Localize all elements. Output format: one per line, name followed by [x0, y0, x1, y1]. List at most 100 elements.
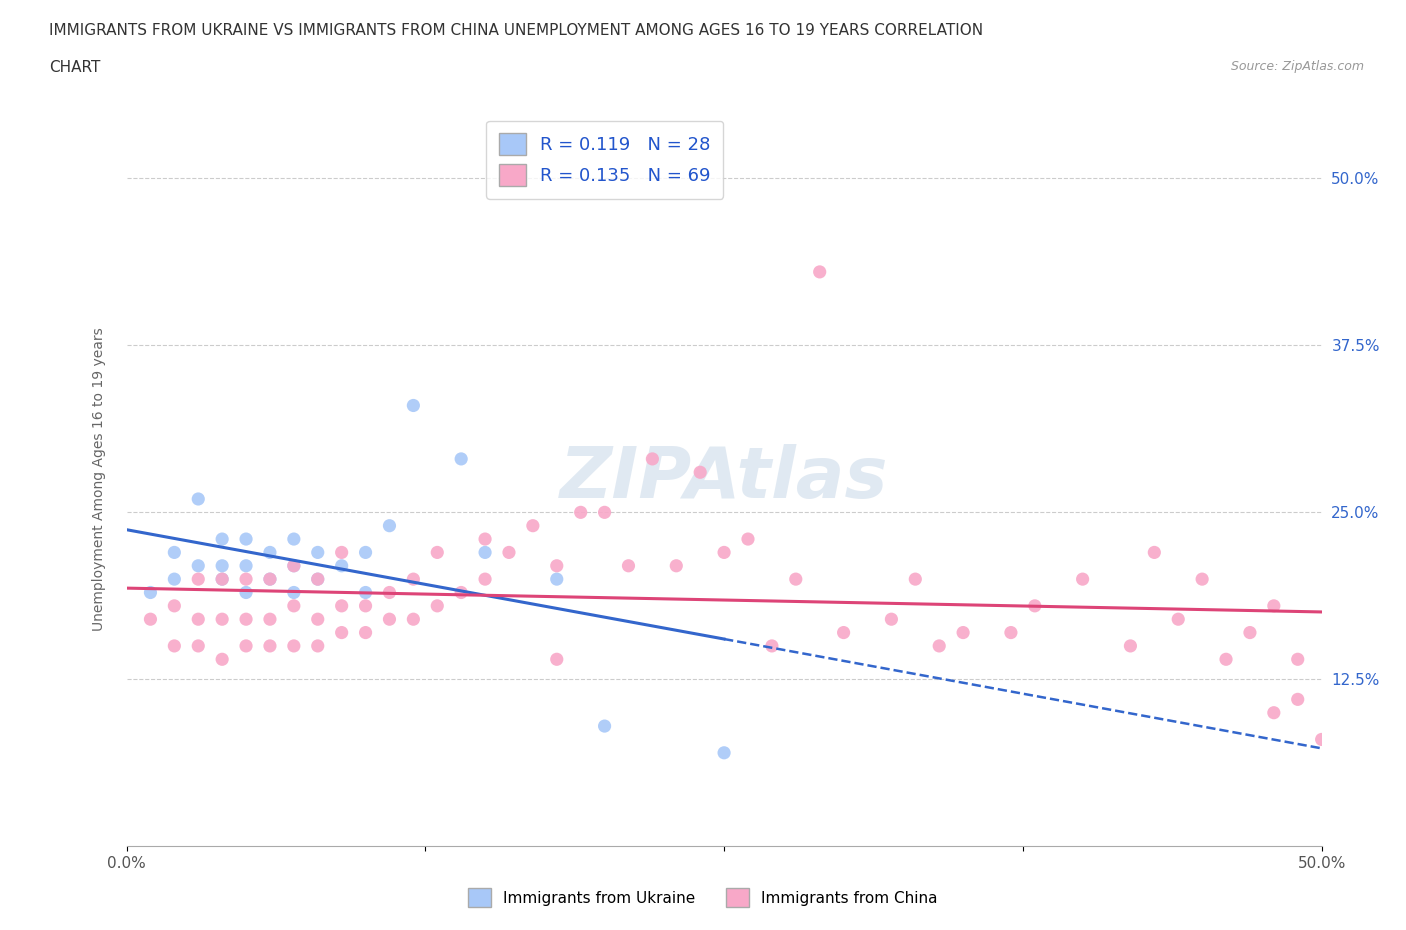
Point — [235, 612, 257, 627]
Point — [235, 558, 257, 573]
Point — [1239, 625, 1261, 640]
Point — [259, 572, 281, 587]
Y-axis label: Unemployment Among Ages 16 to 19 years: Unemployment Among Ages 16 to 19 years — [91, 327, 105, 631]
Point — [187, 639, 209, 654]
Point — [187, 558, 209, 573]
Point — [283, 585, 305, 600]
Point — [546, 572, 568, 587]
Point — [354, 625, 377, 640]
Point — [498, 545, 520, 560]
Legend: Immigrants from Ukraine, Immigrants from China: Immigrants from Ukraine, Immigrants from… — [463, 883, 943, 913]
Point — [211, 612, 233, 627]
Point — [1263, 598, 1285, 613]
Point — [378, 612, 401, 627]
Point — [259, 639, 281, 654]
Point — [665, 558, 688, 573]
Point — [761, 639, 783, 654]
Point — [354, 598, 377, 613]
Legend: R = 0.119   N = 28, R = 0.135   N = 69: R = 0.119 N = 28, R = 0.135 N = 69 — [486, 121, 723, 199]
Point — [330, 558, 353, 573]
Point — [402, 398, 425, 413]
Point — [163, 545, 186, 560]
Point — [163, 639, 186, 654]
Text: CHART: CHART — [49, 60, 101, 75]
Point — [187, 492, 209, 507]
Point — [808, 264, 831, 279]
Point — [378, 585, 401, 600]
Point — [139, 585, 162, 600]
Point — [785, 572, 807, 587]
Point — [139, 612, 162, 627]
Point — [474, 532, 496, 547]
Point — [1191, 572, 1213, 587]
Point — [522, 518, 544, 533]
Point — [617, 558, 640, 573]
Point — [163, 598, 186, 613]
Point — [259, 612, 281, 627]
Point — [307, 545, 329, 560]
Point — [211, 558, 233, 573]
Text: ZIPAtlas: ZIPAtlas — [560, 445, 889, 513]
Point — [1263, 705, 1285, 720]
Point — [259, 572, 281, 587]
Point — [283, 558, 305, 573]
Point — [211, 572, 233, 587]
Point — [283, 532, 305, 547]
Point — [928, 639, 950, 654]
Point — [187, 572, 209, 587]
Point — [307, 572, 329, 587]
Point — [235, 532, 257, 547]
Point — [235, 639, 257, 654]
Point — [402, 572, 425, 587]
Point — [187, 612, 209, 627]
Point — [1215, 652, 1237, 667]
Point — [1286, 652, 1309, 667]
Point — [1024, 598, 1046, 613]
Point — [307, 572, 329, 587]
Point — [1119, 639, 1142, 654]
Point — [354, 545, 377, 560]
Point — [283, 598, 305, 613]
Point — [307, 612, 329, 627]
Point — [1071, 572, 1094, 587]
Point — [952, 625, 974, 640]
Point — [450, 585, 472, 600]
Point — [1167, 612, 1189, 627]
Point — [904, 572, 927, 587]
Point — [474, 545, 496, 560]
Point — [593, 505, 616, 520]
Point — [235, 572, 257, 587]
Text: IMMIGRANTS FROM UKRAINE VS IMMIGRANTS FROM CHINA UNEMPLOYMENT AMONG AGES 16 TO 1: IMMIGRANTS FROM UKRAINE VS IMMIGRANTS FR… — [49, 23, 983, 38]
Point — [211, 652, 233, 667]
Point — [211, 532, 233, 547]
Point — [713, 745, 735, 760]
Point — [593, 719, 616, 734]
Point — [1143, 545, 1166, 560]
Point — [283, 558, 305, 573]
Point — [641, 451, 664, 466]
Point — [259, 545, 281, 560]
Point — [569, 505, 592, 520]
Point — [474, 572, 496, 587]
Point — [689, 465, 711, 480]
Point — [1310, 732, 1333, 747]
Point — [307, 639, 329, 654]
Point — [211, 572, 233, 587]
Point — [450, 451, 472, 466]
Point — [402, 612, 425, 627]
Point — [880, 612, 903, 627]
Point — [235, 585, 257, 600]
Point — [832, 625, 855, 640]
Point — [330, 545, 353, 560]
Point — [713, 545, 735, 560]
Point — [330, 625, 353, 640]
Point — [163, 572, 186, 587]
Point — [378, 518, 401, 533]
Point — [546, 558, 568, 573]
Point — [737, 532, 759, 547]
Point — [330, 598, 353, 613]
Point — [1286, 692, 1309, 707]
Point — [426, 545, 449, 560]
Point — [426, 598, 449, 613]
Point — [354, 585, 377, 600]
